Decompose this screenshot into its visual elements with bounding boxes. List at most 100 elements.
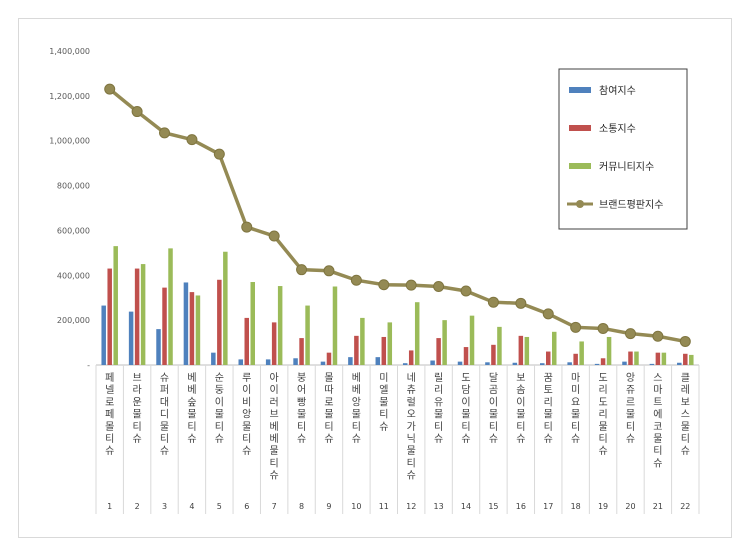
category-number: 9	[326, 502, 331, 511]
bar-참여지수	[101, 305, 106, 365]
legend-swatch	[569, 163, 591, 169]
point-브랜드평판지수	[131, 106, 143, 118]
bar-소통지수	[408, 350, 414, 365]
bar-참여지수	[293, 358, 298, 365]
bar-커뮤니티지수	[140, 264, 146, 365]
legend-label: 브랜드평판지수	[599, 199, 663, 211]
category-number: 10	[351, 502, 361, 511]
bar-소통지수	[354, 335, 359, 365]
bar-소통지수	[381, 336, 387, 365]
bar-참여지수	[211, 352, 216, 365]
bar-커뮤니티지수	[442, 320, 447, 365]
category-number: 8	[299, 502, 304, 511]
legend-label: 커뮤니티지수	[599, 161, 654, 173]
bar-커뮤니티지수	[332, 286, 338, 365]
y-tick-label: 1,400,000	[49, 47, 90, 56]
bar-커뮤니티지수	[689, 354, 694, 365]
bar-소통지수	[244, 317, 249, 365]
category-number: 19	[598, 502, 608, 511]
bar-참여지수	[265, 359, 271, 365]
point-브랜드평판지수	[515, 297, 527, 309]
category-number: 17	[543, 502, 553, 511]
point-브랜드평판지수	[460, 285, 472, 297]
bar-커뮤니티지수	[250, 282, 255, 365]
bar-커뮤니티지수	[469, 315, 475, 365]
bar-커뮤니티지수	[606, 336, 612, 365]
legend-label: 소통지수	[599, 123, 636, 135]
y-tick-label: 200,000	[57, 316, 90, 325]
point-브랜드평판지수	[213, 148, 225, 160]
bar-참여지수	[375, 357, 381, 365]
bar-소통지수	[518, 335, 524, 365]
point-브랜드평판지수	[268, 230, 280, 242]
y-tick-label: 1,000,000	[49, 137, 90, 146]
y-tick-label: 800,000	[57, 182, 90, 191]
point-브랜드평판지수	[570, 321, 582, 333]
bar-커뮤니티지수	[579, 341, 584, 365]
bar-소통지수	[491, 344, 496, 365]
bar-참여지수	[540, 363, 545, 365]
bar-참여지수	[512, 362, 518, 365]
bar-참여지수	[156, 329, 161, 365]
y-tick-label: -	[87, 361, 90, 370]
bar-소통지수	[600, 358, 606, 365]
point-브랜드평판지수	[323, 265, 335, 277]
bar-소통지수	[299, 338, 304, 365]
category-number: 5	[217, 502, 222, 511]
point-브랜드평판지수	[652, 330, 664, 342]
legend-swatch-marker	[576, 200, 584, 208]
category-number: 7	[272, 502, 277, 511]
category-number: 22	[680, 502, 690, 511]
bar-커뮤니티지수	[524, 336, 530, 365]
bar-참여지수	[649, 363, 655, 365]
point-브랜드평판지수	[542, 308, 554, 320]
bar-커뮤니티지수	[195, 295, 201, 365]
bar-참여지수	[677, 362, 682, 365]
bar-참여지수	[457, 361, 463, 365]
bar-커뮤니티지수	[387, 322, 393, 365]
point-브랜드평판지수	[159, 127, 171, 139]
bar-커뮤니티지수	[360, 317, 365, 365]
bar-참여지수	[348, 357, 353, 365]
bar-소통지수	[326, 352, 332, 365]
point-브랜드평판지수	[679, 335, 691, 347]
category-number: 20	[625, 502, 635, 511]
chart-frame: - 200,000 400,000 600,000 800,000 1,000,000 1,…	[18, 18, 732, 538]
line-브랜드평판지수	[108, 87, 686, 344]
category-number: 12	[406, 502, 416, 511]
bar-소통지수	[217, 279, 222, 365]
category-number: 4	[189, 502, 194, 511]
bar-커뮤니티지수	[305, 305, 310, 365]
bar-소통지수	[463, 347, 469, 365]
category-number: 21	[653, 502, 663, 511]
bar-커뮤니티지수	[552, 331, 557, 365]
bar-참여지수	[430, 360, 435, 365]
bar-소통지수	[546, 351, 551, 365]
point-브랜드평판지수	[624, 328, 636, 340]
point-브랜드평판지수	[186, 134, 198, 146]
bar-참여지수	[567, 362, 572, 365]
legend-label: 참여지수	[599, 85, 636, 97]
category-number: 18	[571, 502, 581, 511]
point-브랜드평판지수	[296, 264, 308, 276]
bar-참여지수	[238, 359, 243, 365]
point-브랜드평판지수	[597, 322, 609, 334]
category-number: 11	[379, 502, 389, 511]
bar-소통지수	[162, 287, 167, 365]
